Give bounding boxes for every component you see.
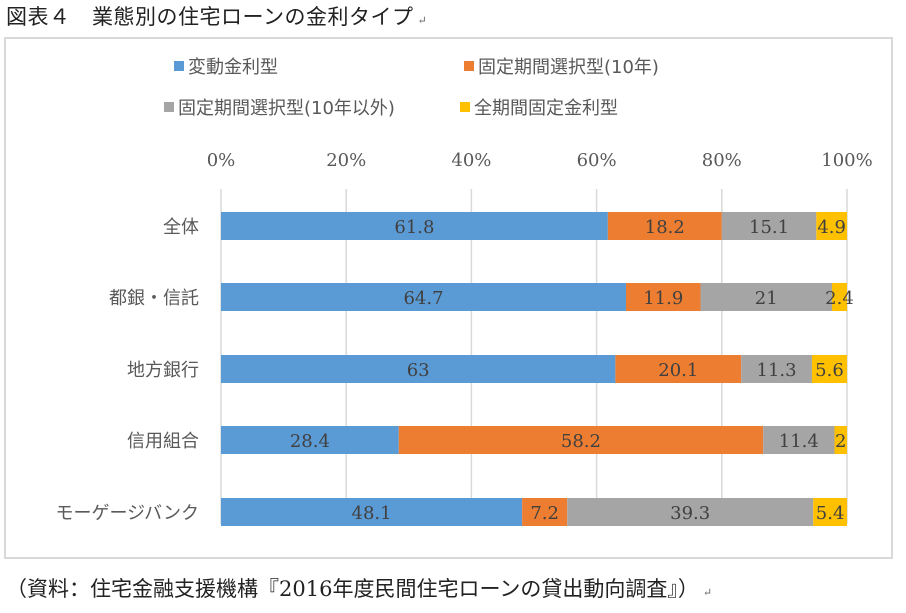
bar-segment: [398, 426, 764, 454]
stacked-bar-chart: 変動金利型 固定期間選択型(10年)固定期間選択型(10年以外) 全期間固定金利型 …: [56, 57, 873, 526]
bar-segment: [221, 426, 399, 454]
legend-swatch-1: [174, 61, 184, 71]
x-tick-label: 80%: [702, 150, 742, 171]
bar-segment: [221, 283, 627, 311]
bar-segment: [221, 498, 523, 526]
category-label: 地方銀行: [127, 360, 199, 381]
data-label: 18.2: [645, 217, 685, 238]
x-tick-label: 0%: [207, 150, 236, 171]
data-label: 11.3: [757, 360, 797, 381]
x-tick-label: 60%: [577, 150, 617, 171]
bar-segment: [721, 212, 817, 240]
data-label: 4.9: [817, 217, 846, 238]
bar-segment: [834, 426, 847, 454]
data-label: 15.1: [749, 217, 789, 238]
figure-caption: 図表４ 業態別の住宅ローンの金利タイプ ↵: [6, 1, 427, 31]
paragraph-mark-icon: ↵: [702, 586, 713, 599]
data-label: 5.6: [815, 360, 844, 381]
bar-segment: [816, 212, 847, 240]
x-tick-label: 40%: [451, 150, 491, 171]
data-label: 39.3: [670, 503, 710, 524]
category-label: 信用組合: [127, 431, 199, 452]
x-tick-label: 100%: [821, 150, 872, 171]
data-label: 2.4: [825, 288, 854, 309]
bar-segment: [567, 498, 814, 526]
data-label: 28.4: [290, 431, 330, 452]
bar-segment: [741, 355, 812, 383]
legend-label-2: 固定期間選択型(10年): [478, 57, 659, 78]
legend-label-3: 固定期間選択型(10年以外): [178, 98, 395, 119]
source-text: （資料：住宅金融支援機構『2016年度民間住宅ローンの貸出動向調査』）: [6, 577, 699, 601]
legend-swatch-2: [464, 61, 474, 71]
legend-label-1: 変動金利型: [188, 57, 278, 78]
category-label: 全体: [163, 217, 199, 238]
data-label: 7.2: [530, 503, 559, 524]
data-label: 61.8: [394, 217, 434, 238]
data-label: 58.2: [561, 431, 601, 452]
data-label: 11.9: [643, 288, 683, 309]
bar-segment: [813, 498, 847, 526]
data-label: 48.1: [352, 503, 392, 524]
data-label: 20.1: [658, 360, 698, 381]
bar-segment: [221, 212, 608, 240]
legend: 変動金利型 固定期間選択型(10年) 固定期間選択型(10年以外) 全期間固定金利型: [164, 57, 659, 119]
data-label: 11.4: [779, 431, 819, 452]
bars: 61.8 18.2 15.1 4.9 64.7 11.9 21 2.4 63 20.1 11.3 5.…: [221, 212, 854, 526]
data-label: 21: [755, 288, 778, 309]
caption-text: 図表４ 業態別の住宅ローンの金利タイプ: [6, 5, 414, 29]
bar-segment: [700, 283, 832, 311]
legend-label-4: 全期間固定金利型: [474, 98, 618, 119]
data-label: 5.4: [816, 503, 845, 524]
bar-segment: [607, 212, 722, 240]
bar-segment: [811, 355, 847, 383]
bar-segment: [221, 355, 616, 383]
bar-segment: [831, 283, 847, 311]
source-note: （資料：住宅金融支援機構『2016年度民間住宅ローンの貸出動向調査』） ↵: [6, 573, 712, 603]
data-label: 2: [835, 431, 846, 452]
data-label: 64.7: [403, 288, 443, 309]
bar-segment: [615, 355, 742, 383]
bar-segment: [763, 426, 835, 454]
bar-segment: [626, 283, 701, 311]
paragraph-mark-icon: ↵: [417, 14, 428, 27]
legend-swatch-3: [164, 102, 174, 112]
category-label: モーゲージバンク: [56, 503, 199, 524]
x-tick-label: 20%: [326, 150, 366, 171]
legend-swatch-4: [460, 102, 470, 112]
bar-segment: [522, 498, 568, 526]
category-label: 都銀・信託: [109, 288, 199, 309]
chart-frame: 変動金利型 固定期間選択型(10年) 固定期間選択型(10年以外) 全期間固定金利型 …: [4, 37, 893, 559]
x-axis-ticks: 0% 20% 40% 60% 80% 100%: [207, 150, 873, 171]
data-label: 63: [407, 360, 430, 381]
